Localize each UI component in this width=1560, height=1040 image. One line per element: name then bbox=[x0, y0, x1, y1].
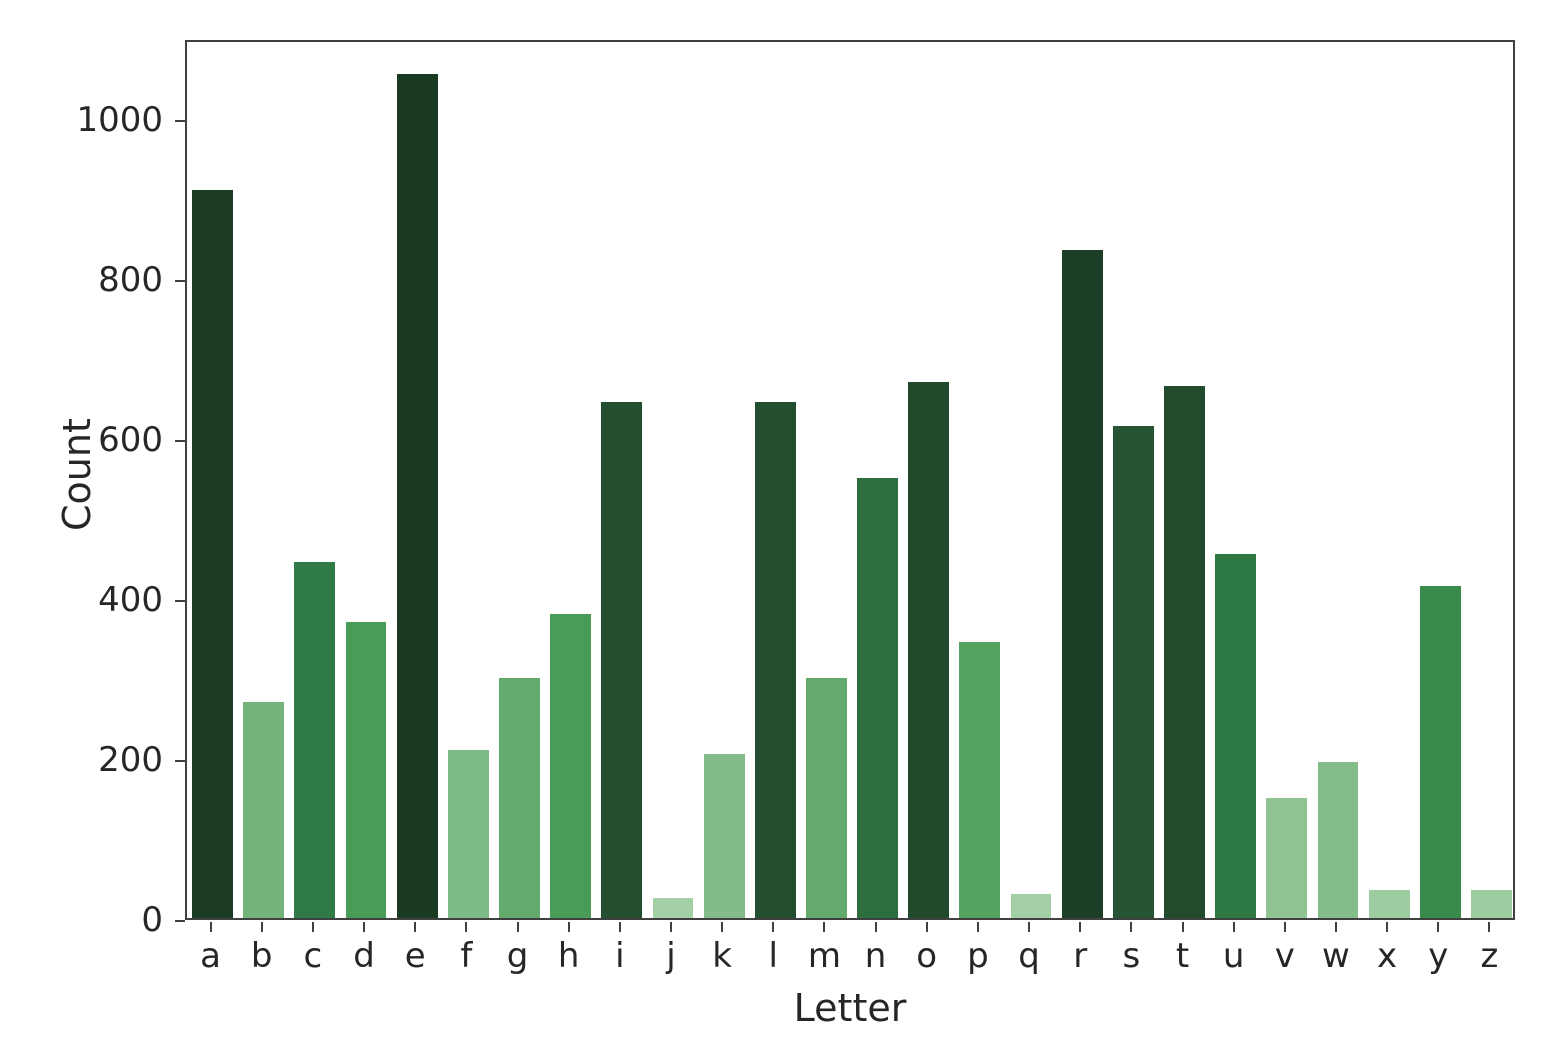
y-tick-label: 0 bbox=[0, 900, 163, 940]
bar-v bbox=[1266, 798, 1307, 918]
x-tick-mark bbox=[875, 922, 877, 932]
bar-k bbox=[704, 754, 745, 918]
x-tick-mark bbox=[363, 922, 365, 932]
bar-g bbox=[499, 678, 540, 918]
y-tick-mark bbox=[175, 760, 185, 762]
bar-h bbox=[550, 614, 591, 918]
x-tick-mark bbox=[1284, 922, 1286, 932]
y-tick-mark bbox=[175, 280, 185, 282]
x-tick-label-l: l bbox=[748, 936, 799, 976]
bar-d bbox=[346, 622, 387, 918]
bar-y bbox=[1420, 586, 1461, 918]
bar-n bbox=[857, 478, 898, 918]
x-tick-mark bbox=[312, 922, 314, 932]
x-tick-label-x: x bbox=[1362, 936, 1413, 976]
x-tick-label-a: a bbox=[185, 936, 236, 976]
y-tick-label: 200 bbox=[0, 740, 163, 780]
x-tick-label-b: b bbox=[236, 936, 287, 976]
bar-p bbox=[959, 642, 1000, 918]
bar-c bbox=[294, 562, 335, 918]
bar-w bbox=[1318, 762, 1359, 918]
bar-f bbox=[448, 750, 489, 918]
letter-count-bar-chart: Count Letter 02004006008001000abcdefghij… bbox=[0, 0, 1560, 1040]
x-tick-mark bbox=[261, 922, 263, 932]
x-tick-label-j: j bbox=[645, 936, 696, 976]
x-tick-mark bbox=[772, 922, 774, 932]
x-tick-mark bbox=[926, 922, 928, 932]
x-tick-mark bbox=[210, 922, 212, 932]
x-tick-label-e: e bbox=[390, 936, 441, 976]
x-tick-label-f: f bbox=[441, 936, 492, 976]
x-tick-mark bbox=[1079, 922, 1081, 932]
y-tick-mark bbox=[175, 600, 185, 602]
y-tick-mark bbox=[175, 920, 185, 922]
bar-i bbox=[601, 402, 642, 918]
x-tick-mark bbox=[1182, 922, 1184, 932]
bar-u bbox=[1215, 554, 1256, 918]
bar-x bbox=[1369, 890, 1410, 918]
y-tick-label: 400 bbox=[0, 580, 163, 620]
x-tick-mark bbox=[823, 922, 825, 932]
x-axis-label: Letter bbox=[0, 986, 1560, 1030]
x-tick-label-r: r bbox=[1055, 936, 1106, 976]
x-tick-label-k: k bbox=[697, 936, 748, 976]
bar-b bbox=[243, 702, 284, 918]
y-tick-label: 1000 bbox=[0, 100, 163, 140]
bar-z bbox=[1471, 890, 1512, 918]
bar-l bbox=[755, 402, 796, 918]
x-tick-mark bbox=[619, 922, 621, 932]
x-tick-mark bbox=[977, 922, 979, 932]
bar-t bbox=[1164, 386, 1205, 918]
x-tick-mark bbox=[414, 922, 416, 932]
y-tick-label: 600 bbox=[0, 420, 163, 460]
x-tick-mark bbox=[1437, 922, 1439, 932]
bar-r bbox=[1062, 250, 1103, 918]
bar-q bbox=[1011, 894, 1052, 918]
x-tick-label-c: c bbox=[287, 936, 338, 976]
bar-m bbox=[806, 678, 847, 918]
x-tick-label-s: s bbox=[1106, 936, 1157, 976]
x-tick-mark bbox=[721, 922, 723, 932]
x-tick-mark bbox=[1233, 922, 1235, 932]
x-tick-label-p: p bbox=[952, 936, 1003, 976]
x-tick-mark bbox=[1028, 922, 1030, 932]
x-tick-mark bbox=[670, 922, 672, 932]
x-tick-label-g: g bbox=[492, 936, 543, 976]
y-tick-mark bbox=[175, 120, 185, 122]
x-tick-mark bbox=[568, 922, 570, 932]
x-tick-label-h: h bbox=[543, 936, 594, 976]
x-tick-mark bbox=[1386, 922, 1388, 932]
x-tick-mark bbox=[1130, 922, 1132, 932]
bar-a bbox=[192, 190, 233, 918]
x-tick-mark bbox=[1335, 922, 1337, 932]
bar-o bbox=[908, 382, 949, 918]
x-tick-label-n: n bbox=[850, 936, 901, 976]
bar-j bbox=[653, 898, 694, 918]
bar-s bbox=[1113, 426, 1154, 918]
x-tick-label-d: d bbox=[338, 936, 389, 976]
x-tick-label-q: q bbox=[1003, 936, 1054, 976]
bar-e bbox=[397, 74, 438, 918]
x-tick-mark bbox=[465, 922, 467, 932]
x-tick-label-v: v bbox=[1259, 936, 1310, 976]
x-tick-label-i: i bbox=[594, 936, 645, 976]
x-tick-label-o: o bbox=[901, 936, 952, 976]
y-tick-label: 800 bbox=[0, 260, 163, 300]
x-tick-mark bbox=[1488, 922, 1490, 932]
x-tick-label-y: y bbox=[1413, 936, 1464, 976]
x-tick-label-u: u bbox=[1208, 936, 1259, 976]
x-tick-label-m: m bbox=[799, 936, 850, 976]
x-tick-label-z: z bbox=[1464, 936, 1515, 976]
x-tick-label-w: w bbox=[1310, 936, 1361, 976]
x-tick-mark bbox=[517, 922, 519, 932]
x-tick-label-t: t bbox=[1157, 936, 1208, 976]
y-tick-mark bbox=[175, 440, 185, 442]
plot-area bbox=[185, 40, 1515, 920]
